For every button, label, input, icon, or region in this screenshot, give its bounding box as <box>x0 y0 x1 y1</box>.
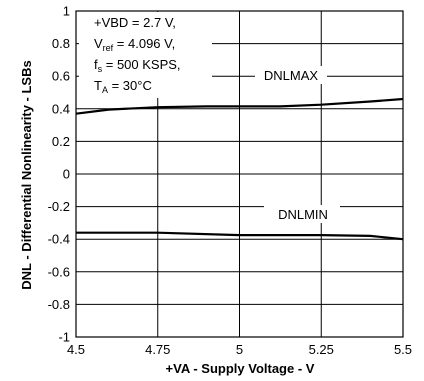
series-line-dnlmin <box>76 231 404 241</box>
y-tick-label: -0.8 <box>48 297 70 312</box>
condition-ta-symbol: T <box>94 78 102 93</box>
x-tick-label: 5.5 <box>394 342 412 357</box>
x-tick-label: 5 <box>236 342 243 357</box>
condition-fs: fs = 500 KSPS, <box>94 57 181 74</box>
condition-vref-symbol: V <box>94 36 103 51</box>
dnlmin-label-background <box>264 205 340 223</box>
x-tick-label: 5.25 <box>309 342 334 357</box>
condition-vref-subscript: ref <box>103 43 114 53</box>
y-tick-label: 0.6 <box>52 69 70 84</box>
series-lines <box>75 97 404 241</box>
x-tick-label: 4.75 <box>145 342 170 357</box>
tick-labels: -1 -0.8 -0.6 -0.4 -0.2 0 0.2 0.4 0.6 0.8 1 4.5 4.75 5… <box>48 4 412 358</box>
condition-fs-subscript: s <box>98 64 103 74</box>
condition-fs-symbol: f <box>94 57 98 72</box>
y-tick-label: -0.2 <box>48 199 70 214</box>
conditions-annotation: +VBD = 2.7 V, Vref = 4.096 V, fs = 500 K… <box>79 12 212 98</box>
condition-vbd: +VBD = 2.7 V, <box>94 15 176 30</box>
x-axis-title: +VA - Supply Voltage - V <box>166 361 315 376</box>
y-tick-label: -0.4 <box>48 232 70 247</box>
series-labels: DNLMAX DNLMIN <box>255 66 340 223</box>
y-tick-label: -1 <box>58 330 70 345</box>
condition-ta-subscript: A <box>102 85 108 95</box>
condition-vref-value: = 4.096 V, <box>113 36 175 51</box>
condition-vref: Vref = 4.096 V, <box>94 36 175 53</box>
y-tick-label: -0.6 <box>48 264 70 279</box>
grid <box>75 10 404 338</box>
series-label-dnlmin: DNLMIN <box>278 207 328 222</box>
x-tick-label: 4.5 <box>67 342 85 357</box>
y-tick-label: 1 <box>63 4 70 19</box>
series-line-dnlmax <box>75 97 404 115</box>
dnlmax-label-background <box>255 66 327 84</box>
y-tick-label: 0.4 <box>52 101 70 116</box>
conditions-background <box>79 12 212 98</box>
condition-ta-value: = 30°C <box>108 78 152 93</box>
y-tick-label: 0 <box>63 167 70 182</box>
condition-ta: TA = 30°C <box>94 78 152 95</box>
condition-fs-value: = 500 KSPS, <box>102 57 180 72</box>
y-axis-title: DNL - Differential Nonlinearity - LSBs <box>19 60 34 289</box>
series-label-dnlmax: DNLMAX <box>264 68 319 83</box>
plot-frame <box>75 10 404 338</box>
y-tick-label: 0.2 <box>52 134 70 149</box>
y-tick-label: 0.8 <box>52 36 70 51</box>
